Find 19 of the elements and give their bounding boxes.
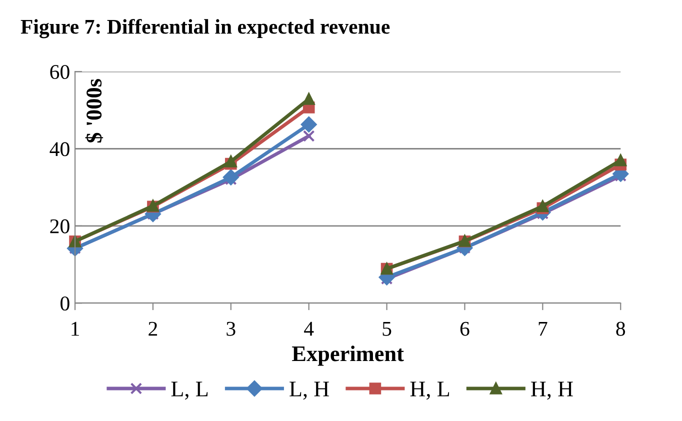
legend-label: H, H xyxy=(531,382,573,400)
y-axis-title: $ '000s xyxy=(85,79,104,143)
legend-label: L, L xyxy=(171,382,208,400)
chart-title: Figure 7: Differential in expected revenue xyxy=(20,18,390,38)
legend-label: L, H xyxy=(290,382,329,400)
x-tick-label: 4 xyxy=(304,322,314,336)
y-tick-label: 40 xyxy=(50,142,70,156)
x-tick-label: 3 xyxy=(226,322,236,336)
x-tick-label: 2 xyxy=(148,322,158,336)
legend-label: H, L xyxy=(410,382,450,400)
x-tick-label: 1 xyxy=(72,322,79,336)
x-tick-label: 7 xyxy=(538,322,548,336)
x-tick-label: 5 xyxy=(382,322,392,336)
x-tick-label: 6 xyxy=(460,322,470,336)
y-tick-label: 0 xyxy=(60,296,70,311)
y-tick-label: 20 xyxy=(50,219,70,234)
y-tick-label: 60 xyxy=(50,64,70,80)
x-axis-title: Experiment xyxy=(292,346,404,366)
x-tick-label: 8 xyxy=(616,322,626,336)
